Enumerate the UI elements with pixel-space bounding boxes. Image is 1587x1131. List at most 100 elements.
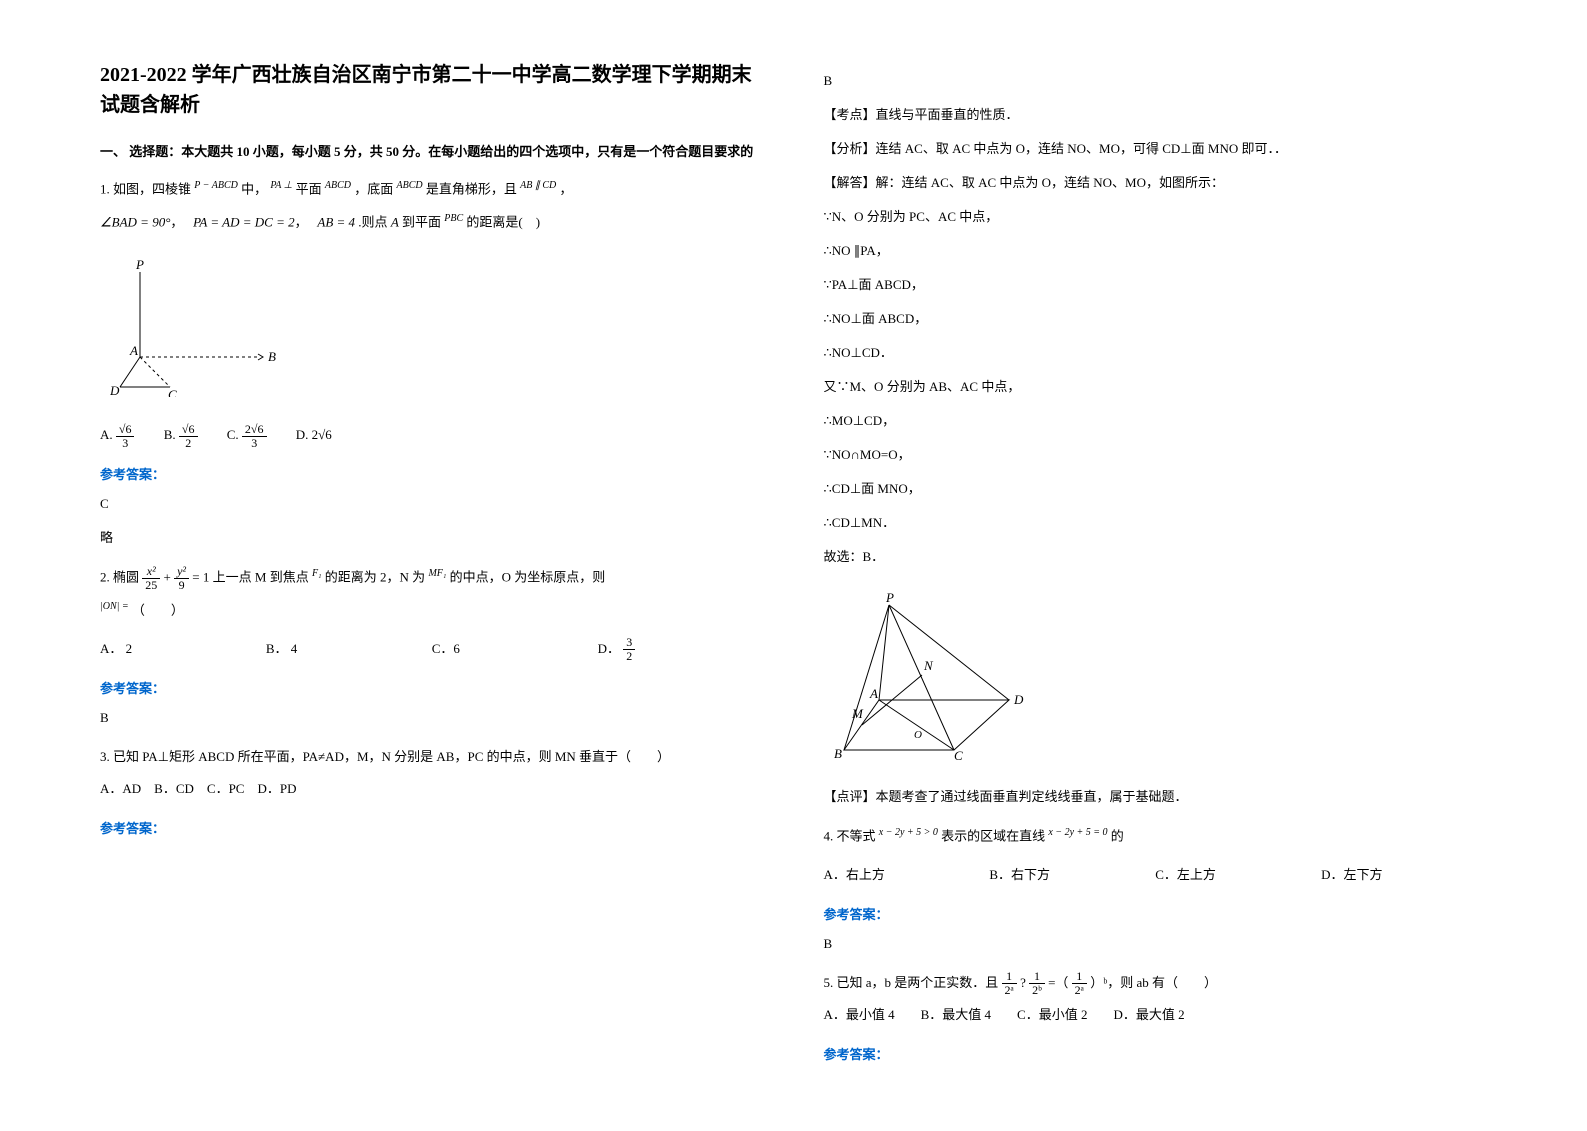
q5-options: A．最小值 4 B．最大值 4 C．最小值 2 D．最大值 2 [824, 1001, 1488, 1030]
q1-optC-num: 2√6 [242, 423, 267, 437]
q3-kaodian: 【考点】直线与平面垂直的性质． [824, 102, 1488, 128]
q3-s3: ∵PA⊥面 ABCD， [824, 272, 1488, 298]
q1-expr3: ABCD [325, 180, 351, 191]
q5-pre: 5. 已知 a，b 是两个正实数．且 [824, 975, 999, 990]
q4-e1: x − 2y + 5 > 0 [879, 827, 938, 838]
q3-s2: ∴NO ∥PA， [824, 238, 1488, 264]
q2-optA: A． 2 [100, 635, 266, 664]
q2-optD-d: 2 [623, 650, 635, 663]
q4-optA: A．右上方 [824, 861, 990, 890]
q2-paren: （ ） [132, 602, 184, 617]
q1-answer: C [100, 491, 764, 517]
question-2: 2. 椭圆 x²25 + y²9 = 1 上一点 M 到焦点 F₁ 的距离为 2… [100, 563, 764, 592]
q3-answer: B [824, 68, 1488, 94]
q1-optB-den: 2 [179, 437, 198, 450]
q1-line2: ∠BAD = 90°， PA = AD = DC = 2， AB = 4 .则点… [100, 208, 764, 237]
q1-expr1: P − ABCD [194, 180, 238, 191]
q1-l2end: 的距离是( ) [466, 215, 540, 230]
jieda-text: 解：连结 AC、取 AC 中点为 O，连结 NO、MO，如图所示： [876, 175, 1224, 190]
q4-end: 的 [1111, 828, 1124, 843]
q1-mid1: 中， [241, 182, 267, 197]
dianping-text: 本题考查了通过线面垂直判定线线垂直，属于基础题． [876, 789, 1188, 804]
answer-label-1: 参考答案： [100, 464, 764, 483]
q2-mid1: 上一点 M 到焦点 [213, 569, 312, 584]
document-title: 2021-2022 学年广西壮族自治区南宁市第二十一中学高二数学理下学期期末试题… [100, 60, 764, 120]
q2-f2d: 9 [174, 579, 189, 592]
q1-note: 略 [100, 525, 764, 551]
q1-expr4: ABCD [397, 180, 423, 191]
q3-s6: 又∵M、O 分别为 AB、AC 中点， [824, 374, 1488, 400]
q2-optD-pre: D． [598, 641, 620, 656]
q2-optD-wrap: D． 32 [598, 635, 764, 664]
q2-mid2: 的距离为 2，N 为 [325, 569, 429, 584]
q5-end: ）ᵇ，则 ab 有（ ） [1090, 975, 1217, 990]
q2-mf1: MF₁ [428, 568, 446, 579]
question-5: 5. 已知 a，b 是两个正实数．且 12ᵃ ? 12ᵇ =（ 12ᵃ ）ᵇ，则… [824, 969, 1488, 998]
q1-optC-den: 3 [242, 437, 267, 450]
q3-options: A．AD B．CD C．PC D．PD [100, 775, 764, 804]
q1-options: A. √63 B. √62 C. 2√63 D. 2√6 [100, 421, 764, 450]
label-a: A [129, 343, 138, 358]
d2-m: M [851, 706, 864, 721]
q3-s10: ∴CD⊥MN． [824, 510, 1488, 536]
question-3: 3. 已知 PA⊥矩形 ABCD 所在平面，PA≠AD，M，N 分别是 AB，P… [100, 743, 764, 772]
d2-b: B [834, 746, 842, 760]
q1-l2mid2: 到平面 [402, 215, 444, 230]
d2-p: P [885, 590, 894, 605]
q4-optC: C．左上方 [1155, 861, 1321, 890]
d2-d: D [1013, 692, 1024, 707]
q1-expr5: AB ∥ CD [520, 180, 556, 191]
q1-diagram: P A B D C [110, 257, 764, 401]
d2-o: O [914, 729, 922, 741]
q3-s9: ∴CD⊥面 MNO， [824, 476, 1488, 502]
label-d: D [110, 383, 120, 397]
q5-eq: =（ [1048, 975, 1068, 990]
answer-label-4: 参考答案： [824, 904, 1488, 923]
q3-dianping: 【点评】本题考查了通过线面垂直判定线线垂直，属于基础题． [824, 784, 1488, 810]
q4-optD: D．左下方 [1321, 861, 1487, 890]
q2-eq: = 1 [192, 569, 209, 584]
q2-line2: |ON| = （ ） [100, 596, 764, 625]
d2-c: C [954, 748, 963, 760]
kaodian-text: 直线与平面垂直的性质． [876, 107, 1019, 122]
q3-s4: ∴NO⊥面 ABCD， [824, 306, 1488, 332]
q1-l2a: ∠BAD = 90° [100, 215, 170, 230]
q2-optB: B． 4 [266, 635, 432, 664]
q2-optC: C．6 [432, 635, 598, 664]
q2-answer: B [100, 705, 764, 731]
q1-optD: 2√6 [312, 427, 332, 442]
q2-pre: 2. 椭圆 [100, 569, 142, 584]
fenxi-label: 【分析】 [824, 141, 876, 156]
q1-end: ， [559, 182, 572, 197]
q3-s1: ∵N、O 分别为 PC、AC 中点， [824, 204, 1488, 230]
kaodian-label: 【考点】 [824, 107, 876, 122]
q2-plus: + [164, 569, 175, 584]
q5-f2n: 1 [1029, 970, 1045, 984]
q2-on: |ON| = [100, 601, 129, 612]
q4-optB: B．右下方 [989, 861, 1155, 890]
q2-mid3: 的中点，O 为坐标原点，则 [450, 569, 606, 584]
jieda-label: 【解答】 [824, 175, 876, 190]
q5-f3n: 1 [1072, 970, 1087, 984]
prism-icon: P A B C D M N O [834, 590, 1034, 760]
d2-n: N [923, 658, 934, 673]
q1-optB-num: √6 [179, 423, 198, 437]
label-p: P [135, 257, 144, 272]
q1-mid2: 平面 [296, 182, 325, 197]
q1-l2d: A [391, 215, 399, 230]
q2-f2n: y² [174, 565, 189, 579]
pyramid-icon: P A B D C [110, 257, 280, 397]
q4-pre: 4. 不等式 [824, 828, 876, 843]
q5-f1n: 1 [1002, 970, 1017, 984]
q2-f1: F₁ [312, 568, 322, 579]
q3-s11: 故选：B． [824, 544, 1488, 570]
q1-optA-num: √6 [116, 423, 135, 437]
q1-l2mid: .则点 [358, 215, 391, 230]
label-b: B [268, 349, 276, 364]
q1-mid4: 是直角梯形，且 [426, 182, 520, 197]
page-root: 2021-2022 学年广西壮族自治区南宁市第二十一中学高二数学理下学期期末试题… [100, 60, 1487, 1071]
dianping-label: 【点评】 [824, 789, 876, 804]
q1-optA-den: 3 [116, 437, 135, 450]
q3-jieda: 【解答】解：连结 AC、取 AC 中点为 O，连结 NO、MO，如图所示： [824, 170, 1488, 196]
right-column: B 【考点】直线与平面垂直的性质． 【分析】连结 AC、取 AC 中点为 O，连… [824, 60, 1488, 1071]
